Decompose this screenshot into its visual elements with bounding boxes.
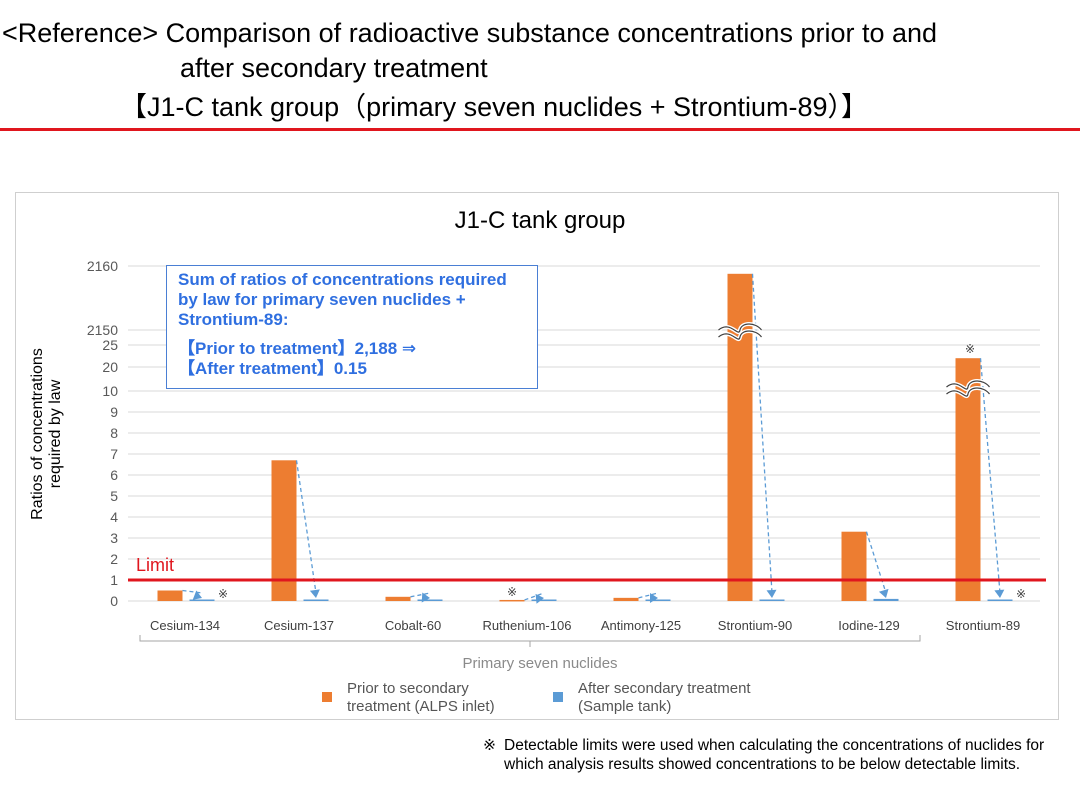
chart-title: J1-C tank group <box>454 207 626 234</box>
x-category-label: Cobalt-60 <box>385 618 441 633</box>
bar-after <box>417 599 443 601</box>
y-tick-label: 25 <box>102 337 118 353</box>
bar-after <box>189 599 215 601</box>
detection-limit-mark: ※ <box>965 342 975 356</box>
reduction-arrow <box>295 460 317 594</box>
reduction-arrow <box>638 592 659 599</box>
y-tick-label: 8 <box>110 425 118 441</box>
axis-break-mark <box>946 387 990 397</box>
x-group-label: Primary seven nuclides <box>462 655 618 672</box>
x-category-label: Strontium-89 <box>946 618 1020 633</box>
y-axis-title-text: Ratios of concentrations required by law <box>29 348 64 520</box>
y-tick-label: 1 <box>110 572 118 588</box>
reduction-arrowhead <box>421 592 430 603</box>
bar-prior <box>613 597 639 601</box>
x-category-label: Strontium-90 <box>718 618 792 633</box>
title-divider <box>0 128 1080 131</box>
x-category-label: Antimony-125 <box>601 618 681 633</box>
reduction-arrowhead <box>309 589 320 598</box>
callout-after-value: 【After treatment】0.15 <box>178 359 367 378</box>
x-category-label: Cesium-137 <box>264 618 334 633</box>
reduction-arrowhead <box>994 589 1005 598</box>
axis-break-mark <box>718 330 762 340</box>
group-bracket <box>139 635 921 642</box>
bar-prior <box>271 460 297 601</box>
y-tick-label: 5 <box>110 488 118 504</box>
footnote: ※ Detectable limits were used when calcu… <box>483 736 1073 774</box>
reduction-arrowhead <box>766 589 777 598</box>
legend-label-prior: Prior to secondary treatment (ALPS inlet… <box>347 680 495 715</box>
axis-break-mark <box>718 323 762 333</box>
legend-label-after: After secondary treatment (Sample tank) <box>578 680 751 715</box>
x-category-label: Iodine-129 <box>838 618 899 633</box>
axis-break-mark <box>946 380 990 390</box>
detection-limit-mark: ※ <box>218 587 228 601</box>
bar-prior <box>385 596 411 601</box>
footnote-mark: ※ <box>483 737 496 754</box>
bar-after <box>873 598 899 601</box>
y-tick-label: 20 <box>102 359 118 375</box>
detection-limit-mark: ※ <box>1016 587 1026 601</box>
bar-after <box>531 599 557 601</box>
reduction-arrow <box>979 358 1001 594</box>
x-category-label: Ruthenium-106 <box>483 618 572 633</box>
bar-after <box>759 599 785 601</box>
x-category-label: Cesium-134 <box>150 618 220 633</box>
y-tick-label: 3 <box>110 530 118 546</box>
reduction-arrow <box>865 531 887 594</box>
reduction-arrowhead <box>192 590 202 600</box>
detection-limit-mark: ※ <box>507 585 517 599</box>
reduction-arrowhead <box>878 588 889 598</box>
bar-prior <box>499 599 525 602</box>
footnote-text: Detectable limits were used when calcula… <box>504 737 1045 773</box>
page-title-line1: <Reference> Comparison of radioactive su… <box>2 18 938 48</box>
reduction-arrow <box>410 592 431 598</box>
bar-prior <box>955 358 981 601</box>
y-tick-label: 2 <box>110 551 118 567</box>
y-tick-label: 4 <box>110 509 118 525</box>
callout-prior-value: 【Prior to treatment】2,188 ⇒ <box>178 339 417 358</box>
page-subtitle: 【J1-C tank group（primary seven nuclides … <box>120 92 869 122</box>
y-tick-label: 2150 <box>87 322 118 338</box>
legend-swatch-prior <box>322 692 332 702</box>
page-title-line2: after secondary treatment <box>180 53 488 83</box>
sum-ratios-callout: Sum of ratios of concentrations required… <box>166 265 538 389</box>
bar-prior <box>157 590 183 601</box>
bar-prior <box>841 531 867 601</box>
y-tick-label: 7 <box>110 446 118 462</box>
callout-heading: Sum of ratios of concentrations required… <box>178 270 507 329</box>
bar-after <box>303 599 329 601</box>
y-tick-label: 2160 <box>87 258 118 274</box>
reduction-arrow <box>751 273 773 594</box>
y-tick-label: 10 <box>102 383 118 399</box>
reduction-arrowhead <box>535 593 544 604</box>
legend-swatch-after <box>553 692 563 702</box>
y-tick-label: 9 <box>110 404 118 420</box>
reduction-arrowhead <box>649 592 658 603</box>
bar-after <box>645 599 671 601</box>
reduction-arrow <box>524 592 545 601</box>
y-tick-label: 0 <box>110 593 118 609</box>
y-tick-label: 6 <box>110 467 118 483</box>
bar-after <box>987 599 1013 601</box>
reduction-arrow <box>182 589 203 594</box>
limit-label: Limit <box>136 555 174 575</box>
